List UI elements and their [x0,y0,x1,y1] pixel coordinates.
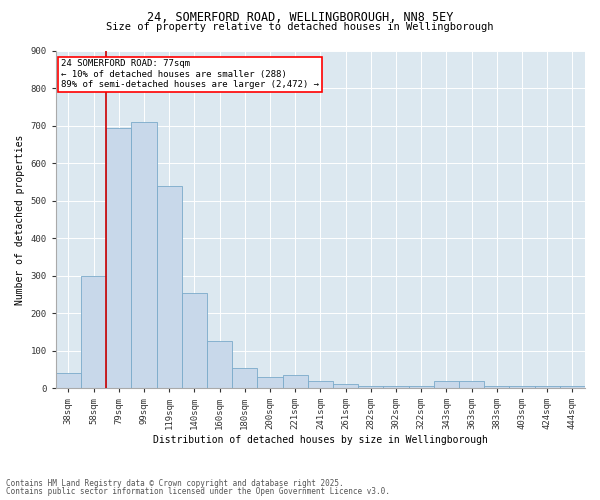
Bar [207,342,232,388]
Bar [131,122,157,388]
Bar [409,386,434,388]
Bar [509,386,535,388]
Text: Contains HM Land Registry data © Crown copyright and database right 2025.: Contains HM Land Registry data © Crown c… [6,478,344,488]
Bar [459,382,484,388]
Bar [484,386,509,388]
Bar [535,386,560,388]
Bar [157,186,182,388]
Text: 24 SOMERFORD ROAD: 77sqm
← 10% of detached houses are smaller (288)
89% of semi-: 24 SOMERFORD ROAD: 77sqm ← 10% of detach… [61,60,319,89]
Bar [182,292,207,388]
Bar [333,384,358,388]
Text: 24, SOMERFORD ROAD, WELLINGBOROUGH, NN8 5EY: 24, SOMERFORD ROAD, WELLINGBOROUGH, NN8 … [147,11,453,24]
Bar [434,380,459,388]
Bar [283,375,308,388]
X-axis label: Distribution of detached houses by size in Wellingborough: Distribution of detached houses by size … [153,435,488,445]
Bar [81,276,106,388]
Text: Contains public sector information licensed under the Open Government Licence v3: Contains public sector information licen… [6,487,390,496]
Bar [257,377,283,388]
Bar [560,386,585,388]
Bar [56,373,81,388]
Bar [232,368,257,388]
Bar [383,386,409,388]
Bar [358,386,383,388]
Bar [106,128,131,388]
Text: Size of property relative to detached houses in Wellingborough: Size of property relative to detached ho… [106,22,494,32]
Bar [308,380,333,388]
Y-axis label: Number of detached properties: Number of detached properties [15,134,25,305]
